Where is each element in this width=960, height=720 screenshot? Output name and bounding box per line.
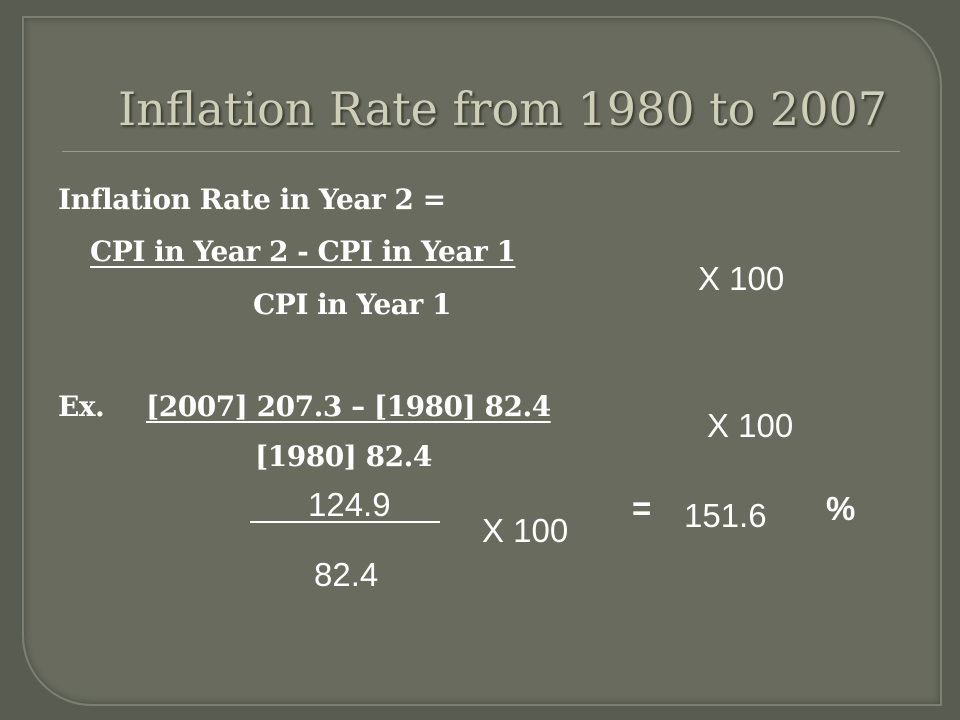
example-numerator: [2007] 207.3 – [1980] 82.4 (146, 390, 551, 423)
result-value: 151.6 (684, 497, 767, 534)
formula-lead: Inflation Rate in Year 2 = (58, 183, 446, 216)
title-rule (62, 151, 900, 152)
fraction-bar (250, 521, 440, 523)
result-numerator: 124.9 (308, 486, 391, 523)
panel (22, 16, 942, 706)
example-label: Ex. (58, 390, 105, 423)
example-multiplier: X 100 (707, 407, 794, 444)
example-denominator: [1980] 82.4 (255, 440, 432, 473)
formula-denominator: CPI in Year 1 (253, 288, 451, 321)
slide-title: Inflation Rate from 1980 to 2007 (118, 82, 887, 136)
formula-numerator: CPI in Year 2 - CPI in Year 1 (90, 235, 516, 268)
result-multiplier: X 100 (482, 512, 569, 549)
result-denominator: 82.4 (314, 556, 379, 593)
formula-multiplier: X 100 (698, 260, 785, 297)
result-unit: % (826, 490, 856, 527)
equals-sign: = (632, 490, 652, 527)
